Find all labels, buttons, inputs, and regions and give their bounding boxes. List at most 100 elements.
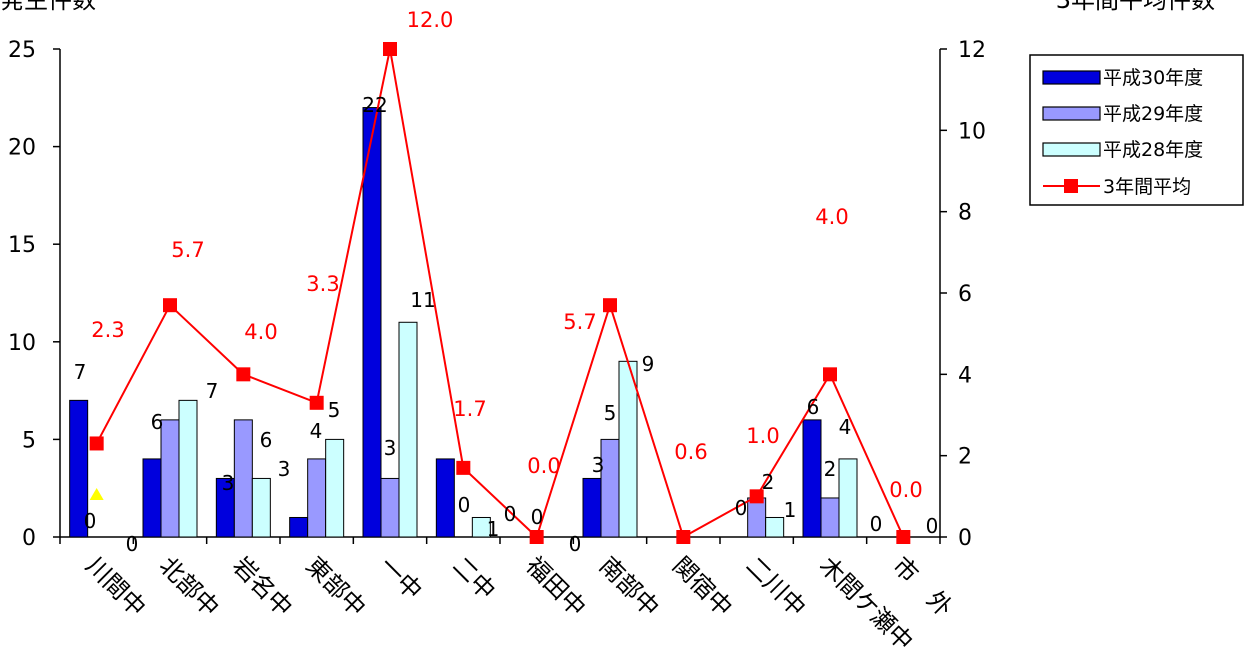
bar-group bbox=[69, 107, 858, 538]
right-tick-label: 6 bbox=[958, 282, 972, 307]
legend-marker-average bbox=[1064, 179, 1078, 193]
bar-1-10 bbox=[802, 419, 822, 538]
bar-label-10-24: 6 bbox=[807, 395, 820, 419]
average-label-3: 3.3 bbox=[306, 272, 339, 296]
category-label-9: 二川中 bbox=[740, 551, 811, 622]
bar-1-0 bbox=[69, 399, 89, 538]
average-label-6: 0.0 bbox=[527, 454, 560, 478]
category-label-3: 東部中 bbox=[300, 551, 371, 622]
legend-label-average: 3年間平均 bbox=[1103, 176, 1191, 198]
bar-label-7-18: 3 bbox=[592, 453, 605, 477]
left-tick-label: 5 bbox=[22, 428, 36, 453]
average-marker-1 bbox=[163, 298, 177, 313]
average-label-11: 0.0 bbox=[889, 478, 922, 502]
bar-label-1-4: 7 bbox=[206, 379, 219, 403]
bar-label-3-9: 5 bbox=[328, 398, 341, 422]
bar-label-11-27: 0 bbox=[870, 512, 883, 536]
bar-label-5-15: 0 bbox=[504, 502, 517, 526]
bar-2-4 bbox=[380, 477, 400, 538]
bar-2-1 bbox=[160, 419, 180, 538]
category-label-1: 北部中 bbox=[154, 551, 225, 622]
legend-label-h28: 平成28年度 bbox=[1103, 139, 1203, 161]
bar-label-4-10: 22 bbox=[362, 93, 387, 117]
bar-label-3-8: 4 bbox=[310, 419, 323, 443]
bar-2-9 bbox=[747, 497, 767, 538]
bar-3-9 bbox=[765, 516, 785, 538]
average-marker-8 bbox=[676, 530, 691, 544]
bar-1-4 bbox=[362, 107, 382, 538]
bar-1-1 bbox=[142, 458, 162, 538]
average-marker-9 bbox=[749, 489, 764, 504]
average-marker-3 bbox=[309, 395, 324, 410]
legend: 平成30年度 平成29年度 平成28年度 3年間平均 bbox=[1029, 54, 1244, 206]
right-tick-label: 10 bbox=[958, 119, 986, 144]
left-tick-label: 15 bbox=[8, 233, 36, 258]
data-labels: 2.35.74.03.312.01.70.05.70.61.04.00.0700… bbox=[74, 8, 939, 556]
average-marker-4 bbox=[383, 42, 397, 56]
category-label-5: 二中 bbox=[447, 551, 501, 605]
category-label-6: 福田中 bbox=[520, 551, 591, 622]
bar-3-3 bbox=[325, 438, 345, 538]
average-marker-7 bbox=[603, 298, 617, 313]
bar-3-10 bbox=[838, 458, 858, 538]
bar-1-3 bbox=[289, 516, 309, 538]
average-marker-0 bbox=[89, 436, 104, 451]
bar-label-11-28: 0 bbox=[926, 514, 939, 538]
bar-label-4-11: 3 bbox=[384, 436, 397, 460]
bar-label-2-6: 6 bbox=[260, 428, 273, 452]
bar-label-2-7: 3 bbox=[278, 457, 291, 481]
bar-label-7-20: 9 bbox=[642, 352, 655, 376]
average-label-1: 5.7 bbox=[171, 238, 204, 262]
average-label-10: 4.0 bbox=[815, 205, 848, 229]
legend-swatch-h28 bbox=[1042, 142, 1101, 157]
bar-3-4 bbox=[398, 321, 418, 538]
category-label-4: 一中 bbox=[374, 551, 428, 605]
legend-label-h30: 平成30年度 bbox=[1103, 67, 1203, 89]
left-axis-title: 発生件数 bbox=[0, 0, 96, 14]
bar-label-4-12: 11 bbox=[410, 288, 435, 312]
right-tick-label: 0 bbox=[958, 526, 972, 551]
average-label-7: 5.7 bbox=[563, 310, 596, 334]
category-label-0: 川間中 bbox=[80, 551, 151, 622]
left-tick-label: 10 bbox=[8, 331, 36, 356]
average-marker-10 bbox=[823, 367, 837, 382]
right-tick-label: 12 bbox=[958, 38, 986, 63]
average-marker-5 bbox=[456, 460, 471, 475]
average-label-9: 1.0 bbox=[746, 424, 779, 448]
bar-label-0-1: 0 bbox=[84, 509, 97, 533]
triangle-marker bbox=[89, 488, 104, 500]
left-tick-label: 20 bbox=[8, 136, 36, 161]
bar-label-5-13: 0 bbox=[458, 493, 471, 517]
average-label-2: 4.0 bbox=[244, 320, 277, 344]
average-marker-2 bbox=[236, 367, 251, 382]
average-label-8: 0.6 bbox=[674, 440, 707, 464]
average-label-0: 2.3 bbox=[91, 318, 124, 342]
category-label-11: 市 外 bbox=[887, 551, 958, 622]
bar-2-2 bbox=[233, 419, 253, 538]
bar-2-10 bbox=[820, 497, 840, 538]
average-label-5: 1.7 bbox=[453, 397, 486, 421]
average-line bbox=[95, 48, 905, 539]
bar-label-10-25: 2 bbox=[824, 457, 837, 481]
bar-label-7-19: 5 bbox=[604, 401, 617, 425]
bar-1-7 bbox=[582, 477, 602, 538]
right-tick-label: 2 bbox=[958, 445, 972, 470]
bar-3-1 bbox=[178, 399, 198, 538]
bar-2-3 bbox=[307, 458, 327, 538]
bar-label-6-16: 0 bbox=[531, 505, 544, 529]
bar-3-5 bbox=[471, 516, 491, 538]
legend-swatch-h29 bbox=[1042, 106, 1101, 121]
bar-3-7 bbox=[618, 360, 638, 538]
right-tick-label: 4 bbox=[958, 363, 972, 388]
category-label-7: 南部中 bbox=[594, 551, 665, 622]
bar-label-9-23: 1 bbox=[784, 498, 797, 522]
bar-label-0-2: 0 bbox=[126, 532, 139, 556]
legend-label-h29: 平成29年度 bbox=[1103, 103, 1203, 125]
average-marker-6 bbox=[529, 530, 544, 544]
average-line-group bbox=[89, 42, 911, 544]
bar-label-0-0: 7 bbox=[74, 360, 87, 384]
average-label-4: 12.0 bbox=[407, 8, 454, 32]
bar-3-2 bbox=[251, 477, 271, 538]
